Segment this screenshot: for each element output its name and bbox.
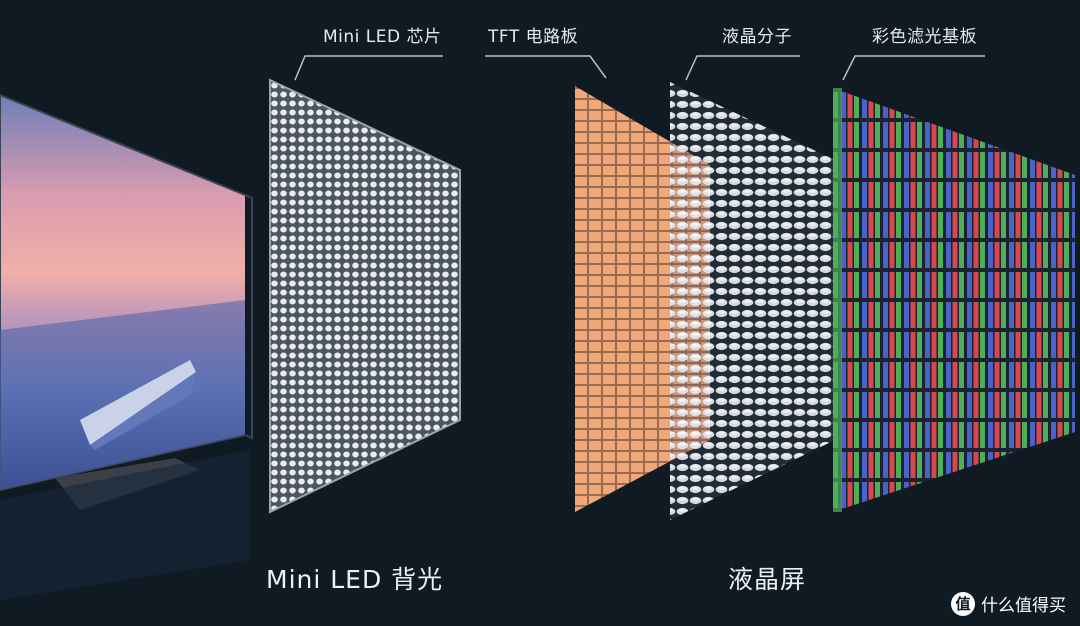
callout-lines [294, 55, 985, 81]
leader-line-color-filter [842, 55, 985, 81]
color-filter-substrate-panel [833, 88, 1075, 512]
label-color-filter: 彩色滤光基板 [872, 27, 977, 47]
leader-line-mini-led-chip [294, 55, 443, 81]
liquid-crystal-molecules-panel [670, 82, 835, 520]
leader-line-lc-molecules [685, 55, 800, 81]
label-lc-molecules: 液晶分子 [722, 27, 792, 47]
leader-line-tft-board [485, 55, 607, 79]
watermark-text: 什么值得买 [981, 596, 1066, 616]
boat-shape [80, 360, 196, 445]
tv-illustration [0, 93, 253, 600]
smzdm-logo-icon: 值 [951, 591, 975, 616]
label-tft-board: TFT 电路板 [488, 27, 579, 47]
label-lcd-panel: 液晶屏 [728, 565, 807, 594]
mini-led-backlight-panel [269, 78, 461, 514]
watermark: 值 什么值得买 [951, 591, 1066, 616]
label-mini-led-chip: Mini LED 芯片 [323, 27, 442, 47]
label-backlight: Mini LED 背光 [266, 565, 444, 594]
